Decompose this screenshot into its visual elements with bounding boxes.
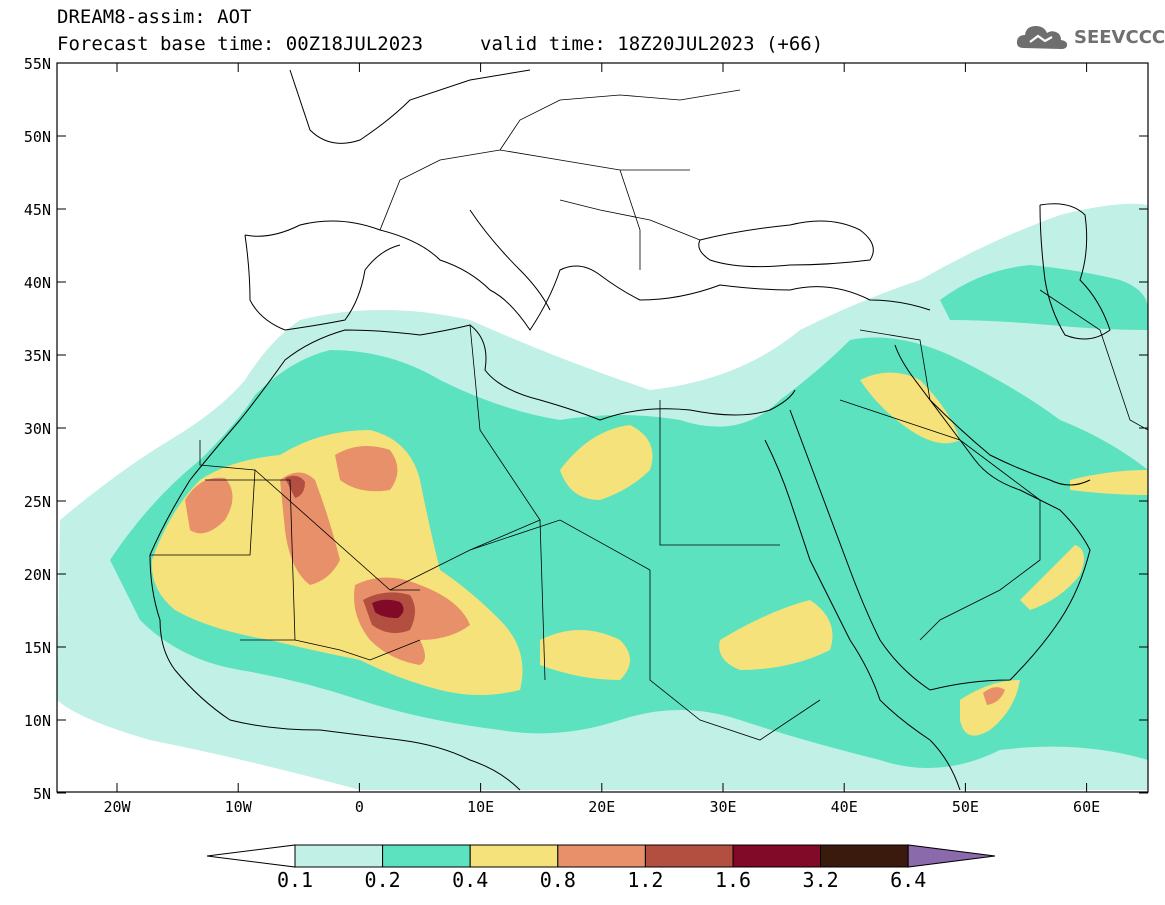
coastline-redsea-east: [789, 409, 931, 691]
logo-text: SEEVCCC: [1074, 26, 1165, 48]
lat-label: 5N: [33, 785, 51, 803]
lat-label: 15N: [24, 639, 51, 657]
border-niger-chad: [389, 519, 546, 681]
lat-label: 35N: [24, 347, 51, 365]
colorbar-segment: [557, 844, 646, 868]
lat-label: 40N: [24, 274, 51, 292]
border-iran-east: [1039, 289, 1148, 431]
colorbar-label: 3.2: [803, 868, 839, 892]
coastline-blacksea: [698, 220, 874, 268]
aot-band-0-8-mauritania: [185, 477, 233, 534]
colorbar-label: 0.8: [540, 868, 576, 892]
lat-label: 10N: [24, 712, 51, 730]
colorbar-segment: [644, 844, 734, 868]
aot-band-0-2-east: [940, 265, 1148, 330]
borders: [150, 89, 1148, 741]
colorbar-segment: [382, 844, 471, 868]
aot-band-0-4-gulf: [1070, 470, 1148, 495]
coastline-europe: [244, 220, 931, 331]
seevccc-logo: SEEVCCC: [1016, 22, 1165, 52]
lon-label: 40E: [831, 798, 858, 816]
colorbar-segment: [294, 844, 384, 868]
lon-label: 20E: [588, 798, 615, 816]
lon-label: 60E: [1073, 798, 1100, 816]
aot-band-0-4-central: [560, 425, 653, 500]
coastline-iberia: [244, 234, 401, 331]
border-libya-chad: [469, 519, 651, 571]
aot-band-1-6-niger: [372, 599, 404, 618]
lon-label: 20W: [103, 798, 131, 816]
lon-label: 10E: [467, 798, 494, 816]
forecast-base-time: Forecast base time: 00Z18JUL2023: [57, 33, 424, 55]
border-europe-3: [559, 199, 701, 241]
aot-band-0-8-algeria: [335, 446, 398, 492]
border-libya-egypt: [659, 400, 780, 546]
border-mali-niger: [294, 639, 421, 661]
latitude-axis: 55N 50N 45N 40N 35N 30N 25N 20N 15N 10N 5N: [24, 55, 1148, 803]
lat-label: 30N: [24, 420, 51, 438]
aot-colorbar: 0.1 0.2 0.4 0.8 1.2 1.6 3.2 6.4: [206, 844, 996, 892]
colorbar-max-arrow: [907, 844, 996, 868]
valid-time: valid time: 18Z20JUL2023 (+66): [480, 33, 824, 55]
coastline-africa-west: [149, 554, 521, 791]
lat-label: 20N: [24, 566, 51, 584]
lon-label: 10W: [225, 798, 253, 816]
coastline-europe-north: [289, 69, 531, 144]
border-sudan: [649, 570, 821, 741]
lat-label: 45N: [24, 201, 51, 219]
border-iraq-iran: [859, 329, 931, 401]
colorbar-segment: [732, 844, 822, 868]
aot-band-0-4-oman: [1020, 545, 1084, 610]
colorbar-label: 0.4: [452, 868, 488, 892]
border-mauritania-mali: [205, 479, 296, 641]
colorbar-label: 0.2: [365, 868, 401, 892]
colorbar-min-arrow: [206, 844, 296, 868]
longitude-axis: 20W 10W 0 10E 20E 30E 40E 50E 60E: [103, 63, 1100, 816]
colorbar-segment: [820, 844, 909, 868]
colorbar-segment: [469, 844, 559, 868]
colorbar-label: 0.1: [277, 868, 313, 892]
map-title: DREAM8-assim: AOT: [57, 6, 252, 28]
coastline-arabia: [894, 344, 1091, 691]
lat-label: 55N: [24, 55, 51, 73]
border-europe-2: [499, 89, 741, 151]
coastline-persian-gulf: [929, 399, 1091, 486]
lon-label: 30E: [709, 798, 736, 816]
lon-label: 0: [355, 798, 364, 816]
coastline-caspian: [1039, 203, 1111, 340]
aot-band-0-4-arabia: [860, 372, 960, 444]
aot-band-0-4-sudan: [719, 600, 833, 670]
cloud-logo-icon: [1016, 26, 1068, 49]
border-europe-4: [619, 169, 641, 270]
lat-label: 50N: [24, 128, 51, 146]
border-algeria-libya: [469, 324, 541, 521]
aot-field: [57, 203, 1148, 790]
aot-band-0-8-mali: [280, 472, 340, 585]
colorbar-label: 1.2: [627, 868, 663, 892]
aot-band-0-8-yemen: [983, 687, 1005, 705]
aot-band-0-4-yemen: [960, 680, 1020, 736]
coastline-redsea-west: [764, 439, 931, 741]
colorbar-label: 1.6: [715, 868, 751, 892]
lon-label: 50E: [952, 798, 979, 816]
border-saudi: [839, 399, 1041, 641]
coastline-italy: [469, 209, 551, 311]
aot-band-0-4-sahel: [540, 630, 630, 680]
lat-label: 25N: [24, 493, 51, 511]
coastline-horn: [929, 739, 961, 791]
border-europe-1: [379, 149, 690, 231]
colorbar-label: 6.4: [890, 868, 926, 892]
